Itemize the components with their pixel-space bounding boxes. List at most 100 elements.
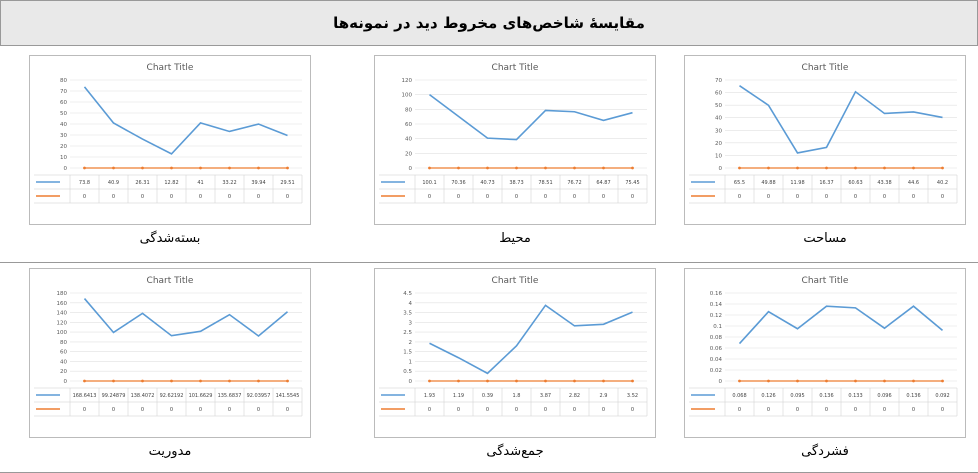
marker (515, 380, 518, 383)
marker (141, 167, 144, 170)
marker (486, 380, 489, 383)
table-value: 0.126 (761, 393, 775, 399)
y-tick-label: 20 (405, 151, 412, 157)
y-tick-label: 20 (715, 141, 722, 147)
table-value: 40.73 (480, 180, 494, 186)
table-value: 0 (457, 194, 460, 200)
table-value: 60.63 (848, 180, 862, 186)
table-value: 44.6 (908, 180, 919, 186)
marker (573, 167, 576, 170)
table-value: 0 (544, 194, 547, 200)
y-tick-label: 80 (60, 340, 67, 346)
table-value: 0 (883, 194, 886, 200)
table-value: 0 (199, 194, 202, 200)
marker (228, 167, 231, 170)
y-tick-label: 10 (715, 153, 722, 159)
marker (457, 167, 460, 170)
marker (854, 167, 857, 170)
table-value: 0 (796, 407, 799, 413)
table-title: مقایسهٔ شاخص‌های مخروط دید در نمونه‌ها (0, 0, 978, 46)
table-value: 99.24879 (102, 393, 126, 399)
table-value: 138.4072 (131, 393, 155, 399)
y-tick-label: 0 (719, 379, 723, 385)
y-tick-label: 0.1 (713, 324, 722, 330)
marker (631, 380, 634, 383)
chart-title: Chart Title (147, 63, 194, 73)
table-value: 0.136 (819, 393, 833, 399)
table-value: 11.98 (790, 180, 804, 186)
table-value: 0 (170, 407, 173, 413)
marker (602, 167, 605, 170)
y-tick-label: 0.16 (710, 291, 723, 297)
caption: فشردگی (675, 444, 975, 459)
table-value: 0 (854, 407, 857, 413)
marker (170, 380, 173, 383)
table-value: 26.31 (135, 180, 149, 186)
marker (428, 167, 431, 170)
y-tick-label: 180 (57, 291, 68, 297)
chart-title: Chart Title (492, 63, 539, 73)
table-value: 0 (457, 407, 460, 413)
marker (883, 380, 886, 383)
table-value: 0 (170, 194, 173, 200)
table-value: 92.62192 (160, 393, 184, 399)
table-value: 0.136 (906, 393, 920, 399)
y-tick-label: 2.5 (403, 330, 412, 336)
table-value: 0.095 (790, 393, 804, 399)
table-value: 0 (428, 194, 431, 200)
y-tick-label: 70 (60, 89, 67, 95)
y-tick-label: 0 (719, 166, 723, 172)
y-tick-label: 50 (715, 103, 722, 109)
marker (286, 380, 289, 383)
y-tick-label: 20 (60, 144, 67, 150)
marker (83, 167, 86, 170)
caption: محیط (365, 231, 665, 246)
series-line-blue (85, 87, 288, 154)
y-tick-label: 0 (409, 379, 413, 385)
table-value: 78.51 (538, 180, 552, 186)
table-value: 0 (631, 194, 634, 200)
table-value: 168.6413 (73, 393, 97, 399)
marker (112, 167, 115, 170)
marker (631, 167, 634, 170)
table-value: 0 (883, 407, 886, 413)
chart-cell: Chart Title00.511.522.533.544.51.931.190… (365, 268, 665, 459)
table-value: 0 (141, 407, 144, 413)
y-tick-label: 40 (60, 122, 67, 128)
caption: مساحت (675, 231, 975, 246)
y-tick-label: 60 (715, 91, 722, 97)
y-tick-label: 0 (64, 166, 68, 172)
table-value: 135.6837 (218, 393, 242, 399)
chart: Chart Title00.020.040.060.080.10.120.140… (684, 268, 966, 438)
caption: جمع‌شدگی (365, 444, 665, 459)
marker (228, 380, 231, 383)
table-value: 0 (796, 194, 799, 200)
table-value: 0 (112, 407, 115, 413)
marker (286, 167, 289, 170)
table-value: 0 (602, 194, 605, 200)
y-tick-label: 140 (57, 311, 68, 317)
table-value: 0.096 (877, 393, 891, 399)
page: مقایسهٔ شاخص‌های مخروط دید در نمونه‌ها C… (0, 0, 978, 473)
table-value: 3.52 (627, 393, 638, 399)
y-tick-label: 1.5 (403, 350, 412, 356)
series-line-blue (430, 305, 633, 373)
y-tick-label: 60 (405, 122, 412, 128)
table-value: 64.87 (596, 180, 610, 186)
table-value: 1.8 (513, 393, 521, 399)
marker (738, 167, 741, 170)
y-tick-label: 20 (60, 369, 67, 375)
marker (457, 380, 460, 383)
table-value: 49.88 (761, 180, 775, 186)
y-tick-label: 0 (409, 166, 413, 172)
y-tick-label: 3 (409, 320, 413, 326)
table-value: 3.87 (540, 393, 551, 399)
marker (738, 380, 741, 383)
table-value: 0 (825, 407, 828, 413)
row-divider (0, 262, 978, 263)
